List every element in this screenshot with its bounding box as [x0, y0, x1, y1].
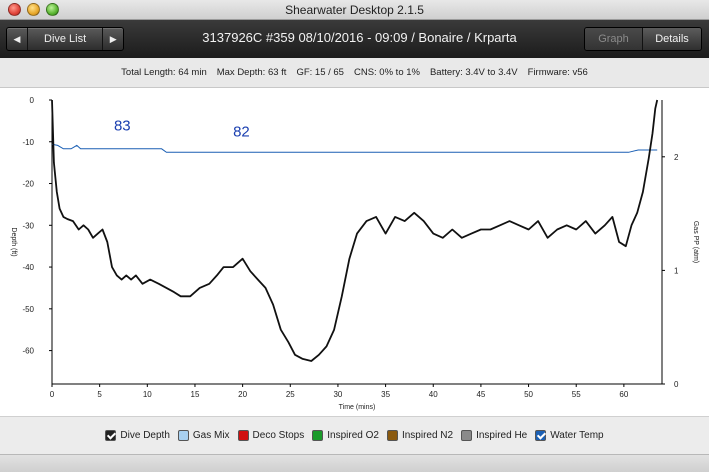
y-tick-label: -60 [22, 347, 34, 356]
total-length: Total Length: 64 min [121, 67, 207, 78]
x-tick-label: 40 [429, 390, 438, 399]
legend-label: Gas Mix [192, 430, 230, 441]
temp-annotation: 83 [114, 118, 131, 135]
legend-item-inspired-o2[interactable]: Inspired O2 [312, 430, 379, 441]
y-tick-label: -40 [22, 263, 34, 272]
graph-tab[interactable]: Graph [585, 28, 643, 50]
dive-list-navigator: ◀ Dive List ▶ [6, 27, 125, 51]
legend-item-inspired-n2[interactable]: Inspired N2 [386, 430, 454, 441]
close-window-button[interactable] [8, 3, 21, 16]
gradient-factors: GF: 15 / 65 [296, 67, 344, 78]
y-tick-label: -30 [22, 221, 34, 230]
x-axis-label: Time (mins) [339, 404, 376, 411]
legend-item-water-temp[interactable]: Water Temp [535, 430, 604, 441]
legend-checkbox[interactable] [386, 430, 398, 441]
dive-profile-svg: 0 5 10 15 20 25 30 35 40 45 50 55 600-10-20-30-40-50… [10, 96, 699, 411]
right-arrow-icon[interactable]: ▶ [109, 33, 117, 44]
y-tick-label: -10 [22, 138, 34, 147]
minimize-window-button[interactable] [27, 3, 40, 16]
legend-item-gas-mix[interactable]: Gas Mix [177, 430, 230, 441]
legend-label: Dive Depth [120, 430, 170, 441]
dive-profile-chart[interactable]: 0 5 10 15 20 25 30 35 40 45 50 55 60 0 -10 -20 -30 -40 -50… [0, 88, 709, 416]
y-tick-label: -20 [22, 180, 34, 189]
legend-label: Deco Stops [252, 430, 305, 441]
window-title: Shearwater Desktop 2.1.5 [285, 3, 424, 17]
legend-label: Inspired O2 [327, 430, 379, 441]
x-tick-label: 20 [238, 390, 247, 399]
x-tick-label: 55 [572, 390, 581, 399]
y-axis-label: Depth (ft) [10, 227, 17, 256]
dive-title: 3137926C #359 08/10/2016 - 09:09 / Bonai… [202, 30, 517, 45]
legend-item-inspired-he[interactable]: Inspired He [461, 430, 527, 441]
y-tick-label: 0 [30, 96, 35, 105]
y-tick-label: -50 [22, 305, 34, 314]
water-temp-line [51, 143, 658, 153]
legend-item-dive-depth[interactable]: Dive Depth [105, 430, 170, 441]
y2-tick-label: 0 [674, 380, 679, 389]
firmware: Firmware: v56 [527, 67, 588, 78]
legend-label: Inspired N2 [401, 430, 454, 441]
legend: Dive Depth Gas Mix Deco Stops Inspired O2 In… [0, 416, 709, 454]
x-tick-label: 10 [143, 390, 152, 399]
x-tick-label: 50 [524, 390, 533, 399]
x-tick-label: 0 [50, 390, 55, 399]
legend-item-deco-stops[interactable]: Deco Stops [237, 430, 305, 441]
window-titlebar: Shearwater Desktop 2.1.5 [0, 0, 709, 20]
x-tick-label: 25 [286, 390, 295, 399]
legend-checkbox[interactable] [105, 430, 117, 441]
left-arrow-icon[interactable]: ◀ [13, 33, 21, 44]
x-tick-label: 35 [381, 390, 390, 399]
legend-checkbox[interactable] [461, 430, 473, 441]
legend-checkbox[interactable] [177, 430, 189, 441]
max-depth: Max Depth: 63 ft [216, 67, 287, 78]
toolbar: ◀ Dive List ▶ 3137926C #359 08/10/2016 -… [0, 20, 709, 58]
dive-list-button[interactable]: Dive List [27, 28, 104, 50]
x-tick-label: 5 [97, 390, 102, 399]
details-tab[interactable]: Details [643, 28, 701, 50]
battery: Battery: 3.4V to 3.4V [429, 67, 518, 78]
legend-checkbox[interactable] [237, 430, 249, 441]
y2-axis-label: Gas PP (atm) [692, 221, 699, 263]
legend-label: Inspired He [476, 430, 528, 441]
y2-tick-label: 2 [674, 153, 679, 162]
legend-checkbox[interactable] [535, 430, 547, 441]
x-tick-label: 30 [333, 390, 342, 399]
dive-depth-line [51, 99, 659, 362]
view-switcher: Graph Details [584, 27, 702, 51]
cns: CNS: 0% to 1% [353, 67, 420, 78]
legend-checkbox[interactable] [312, 430, 324, 441]
y2-tick-label: 1 [674, 266, 679, 275]
status-bar [0, 454, 709, 472]
legend-label: Water Temp [550, 430, 604, 441]
x-tick-label: 45 [476, 390, 485, 399]
x-tick-label: 60 [619, 390, 628, 399]
zoom-window-button[interactable] [46, 3, 59, 16]
dive-info-bar: Total Length: 64 min Max Depth: 63 ft GF… [0, 58, 709, 88]
x-tick-label: 15 [191, 390, 200, 399]
temp-annotation: 82 [233, 123, 250, 140]
